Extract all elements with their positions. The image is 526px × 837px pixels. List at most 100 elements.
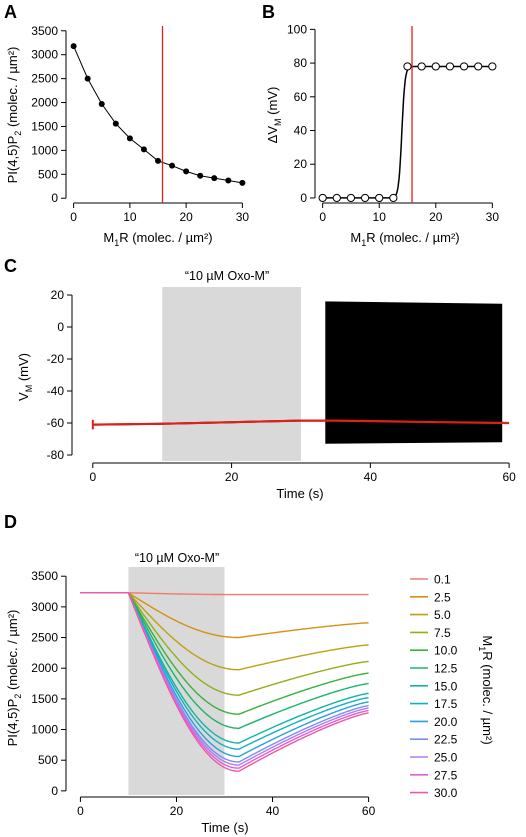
panel-d-annotation: “10 µM Oxo-M”	[135, 551, 219, 565]
data-point	[155, 157, 161, 164]
y-tick-label: 40	[294, 124, 308, 138]
data-point	[84, 75, 91, 82]
fit-curve	[322, 65, 493, 199]
x-tick-label: 10	[123, 210, 137, 224]
data-point	[431, 62, 440, 71]
panel-d-letter: D	[4, 512, 17, 532]
trace-red	[92, 419, 510, 426]
y-tick-label: 80	[294, 56, 308, 70]
panel-b-ylabel: ΔVM (mV)	[265, 87, 283, 144]
stimulus-shading	[128, 567, 225, 795]
panel-b-xlabel: M1R (molec. / µm²)	[350, 230, 459, 248]
x-tick-label: 10	[373, 210, 387, 224]
panel-d-legend: 0.1 2.5 5.0 7.5 10.0 12.5 15.0 17.5 20.0 22.5 25.0…	[410, 573, 458, 800]
legend-label: 20.0	[434, 715, 458, 729]
data-point	[239, 179, 246, 186]
panel-c-xlabel: Time (s)	[276, 486, 323, 501]
legend-label: 7.5	[434, 626, 451, 640]
x-tick-label: 40	[266, 804, 280, 818]
legend-label: 12.5	[434, 662, 458, 676]
y-tick-label: 1000	[31, 143, 58, 157]
y-tick-label: 2000	[31, 96, 58, 110]
legend-label: 2.5	[434, 590, 451, 604]
oscillation-band	[325, 301, 503, 444]
legend-label: 30.0	[434, 786, 458, 800]
x-tick-label: 20	[429, 210, 443, 224]
x-tick-label: 0	[319, 210, 326, 224]
x-tick-label: 0	[70, 210, 77, 224]
y-tick-label: 2500	[31, 72, 58, 86]
x-tick-label: 30	[486, 210, 500, 224]
data-point	[459, 62, 469, 71]
data-point	[197, 172, 204, 179]
data-point	[417, 62, 426, 71]
data-point	[488, 62, 497, 71]
y-tick-label: -40	[47, 384, 65, 398]
y-tick-label: 1500	[31, 119, 58, 133]
data-point	[445, 62, 455, 71]
panel-c-plot: -80 -60 -40 -20 0 20 0 20 40 60	[47, 287, 516, 484]
x-tick-label: 20	[179, 210, 193, 224]
data-point	[474, 62, 483, 71]
panel-a-plot: 0 500 1000 1500 2000 2500 3000 3500 0 10 20 30	[31, 24, 249, 224]
data-point	[211, 175, 218, 182]
y-tick-label: 3500	[31, 569, 58, 583]
y-tick-label: 3000	[31, 600, 58, 614]
x-tick-label: 60	[502, 470, 516, 484]
y-tick-label: 2000	[31, 661, 58, 675]
y-tick-label: 3000	[31, 48, 58, 62]
x-tick-label: 30	[236, 210, 250, 224]
y-tick-label: 20	[51, 288, 65, 302]
data-point	[403, 62, 412, 71]
y-tick-label: 1000	[31, 723, 58, 737]
data-point	[375, 193, 384, 203]
panel-b-plot: 0 20 40 60 80 100 0 10 20 30	[287, 22, 499, 224]
y-tick-label: 3500	[31, 24, 58, 38]
data-point	[126, 135, 133, 142]
series-line	[80, 592, 369, 772]
y-tick-label: 60	[294, 90, 308, 104]
panel-c-letter: C	[4, 256, 17, 276]
data-point	[70, 43, 77, 50]
panel-c-annotation: “10 µM Oxo-M”	[185, 269, 269, 283]
panel-d-ylabel: PI(4,5)P2 (molec. / µm²)	[5, 610, 23, 747]
y-tick-label: 100	[287, 22, 307, 36]
y-tick-label: 2500	[31, 631, 58, 645]
data-point	[360, 193, 370, 203]
legend-label: 17.5	[434, 697, 458, 711]
data-point	[112, 120, 119, 127]
panel-d-xlabel: Time (s)	[201, 820, 248, 835]
y-tick-label: -80	[47, 448, 65, 462]
y-tick-label: 0	[300, 191, 307, 205]
data-point	[332, 193, 341, 203]
legend-label: 27.5	[434, 768, 458, 782]
data-point	[225, 177, 232, 184]
data-point	[140, 146, 147, 153]
y-tick-label: 20	[294, 157, 308, 171]
x-tick-label: 20	[225, 470, 239, 484]
legend-label: 25.0	[434, 751, 458, 765]
data-point	[318, 193, 327, 203]
y-tick-label: 0	[51, 191, 58, 205]
panel-d-plot: 0 500 1000 1500 2000 2500 3000 3500 0 20 40 60	[31, 567, 376, 818]
panel-d-legend-title: M1R (molec. / µm²)	[477, 635, 495, 744]
y-tick-label: -20	[47, 352, 65, 366]
data-point	[98, 100, 105, 107]
legend-label: 0.1	[434, 573, 451, 587]
x-tick-label: 20	[170, 804, 184, 818]
panel-a-xlabel: M1R (molec. / µm²)	[103, 230, 212, 248]
data-point	[169, 162, 176, 169]
legend-label: 15.0	[434, 679, 458, 693]
x-tick-label: 0	[77, 804, 84, 818]
data-point	[389, 193, 398, 203]
x-tick-label: 40	[364, 470, 378, 484]
panel-b-letter: B	[262, 2, 275, 22]
y-tick-label: 0	[51, 784, 58, 798]
data-point	[346, 193, 356, 203]
data-point	[183, 168, 190, 175]
stimulus-shading	[162, 287, 301, 461]
y-tick-label: 500	[38, 753, 58, 767]
y-tick-label: 0	[57, 320, 64, 334]
panel-a-ylabel: PI(4,5)P2 (molec. / µm²)	[5, 47, 23, 184]
